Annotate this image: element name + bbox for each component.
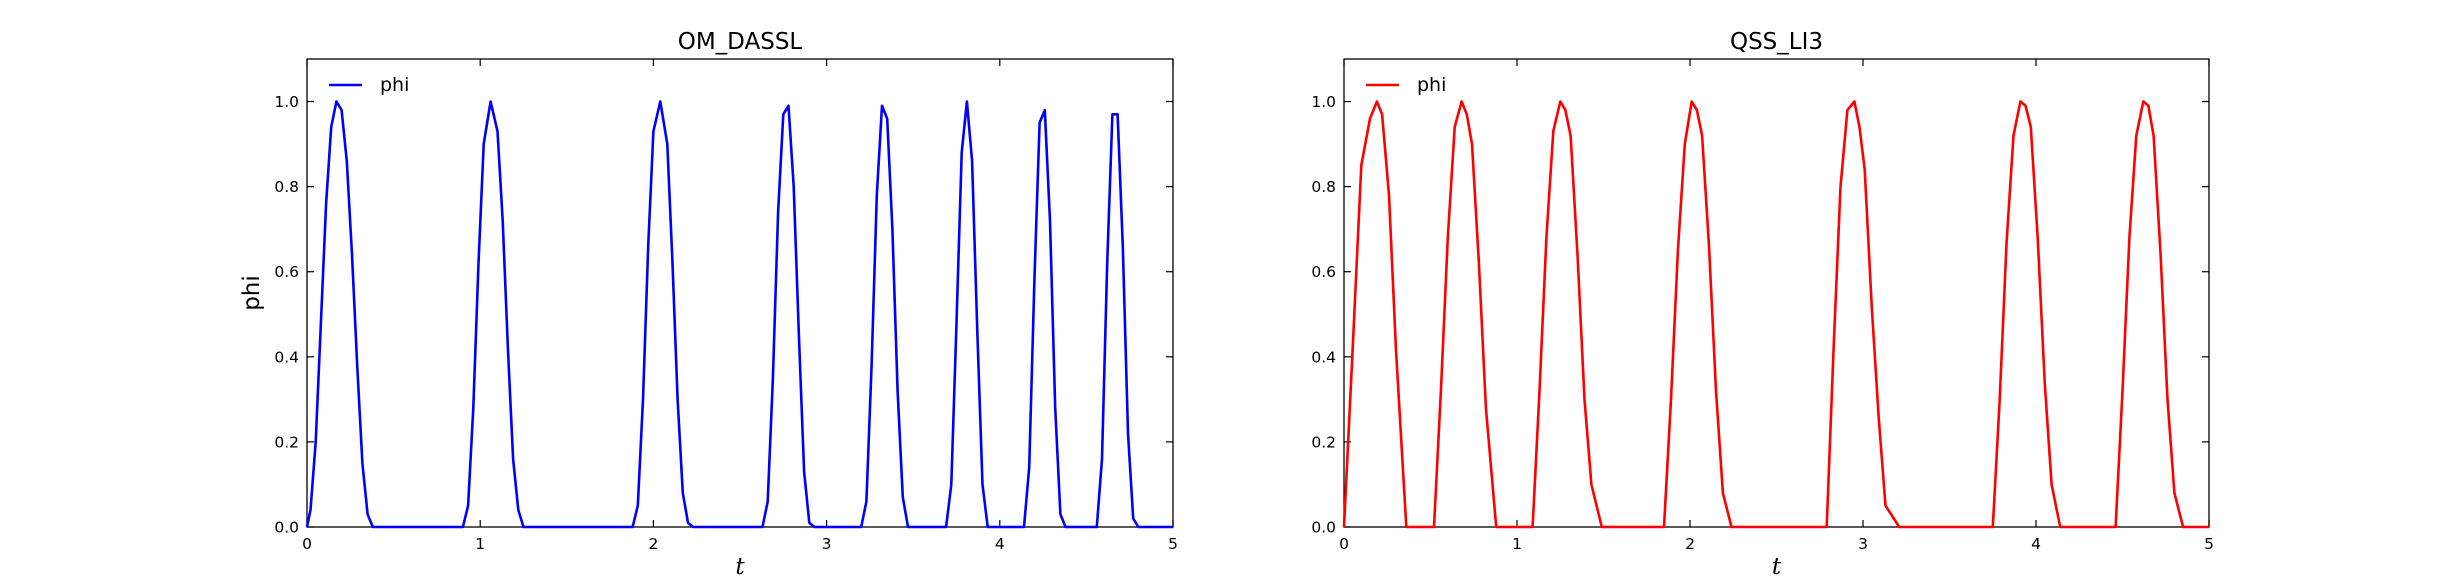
legend-label: phi (380, 74, 409, 96)
x-tick-label: 2 (648, 535, 658, 553)
y-axis-label: phi (239, 275, 265, 311)
x-tick-label: 0 (302, 535, 312, 553)
plot-frame (1343, 58, 2210, 528)
y-tick-label: 1.0 (274, 93, 299, 111)
x-tick-label: 1 (1512, 535, 1522, 553)
series-line-phi (305, 100, 1173, 529)
x-tick-label: 5 (2204, 535, 2214, 553)
plot-frame (306, 58, 1174, 528)
plot-qss-li3: QSS_LI3 0 1 2 3 4 5 0.0 0.2 0.4 0.6 0.8 1.0 t phi (1311, 29, 2214, 580)
y-tick-label: 1.0 (1311, 93, 1336, 111)
x-axis-label: t (1772, 554, 1782, 580)
y-tick-label: 0.0 (274, 519, 299, 537)
series-line-phi (1342, 100, 2209, 529)
x-tick-label: 4 (2031, 535, 2041, 553)
plot-om-dassl: OM_DASSL 0 1 2 3 4 5 0.0 0.2 0.4 0.6 0.8 1.0 t phi phi (239, 29, 1178, 580)
x-tick-label: 3 (822, 535, 832, 553)
x-axis-label: t (735, 554, 745, 580)
x-tick-label: 0 (1339, 535, 1349, 553)
y-tick-label: 0.4 (1311, 348, 1336, 366)
x-tick-label: 5 (1168, 535, 1178, 553)
y-tick-label: 0.8 (1311, 178, 1336, 196)
chart-title: OM_DASSL (678, 29, 803, 55)
y-tick-label: 0.0 (1311, 519, 1336, 537)
x-tick-label: 3 (1858, 535, 1868, 553)
y-tick-label: 0.6 (1311, 263, 1336, 281)
x-tick-label: 1 (475, 535, 485, 553)
legend-label: phi (1417, 74, 1446, 96)
chart-title: QSS_LI3 (1730, 29, 1823, 55)
x-tick-label: 4 (995, 535, 1005, 553)
x-tick-label: 2 (1685, 535, 1695, 553)
y-tick-label: 0.6 (274, 263, 299, 281)
y-tick-label: 0.2 (274, 433, 299, 451)
y-tick-label: 0.8 (274, 178, 299, 196)
y-tick-label: 0.4 (274, 348, 299, 366)
y-tick-label: 0.2 (1311, 433, 1336, 451)
